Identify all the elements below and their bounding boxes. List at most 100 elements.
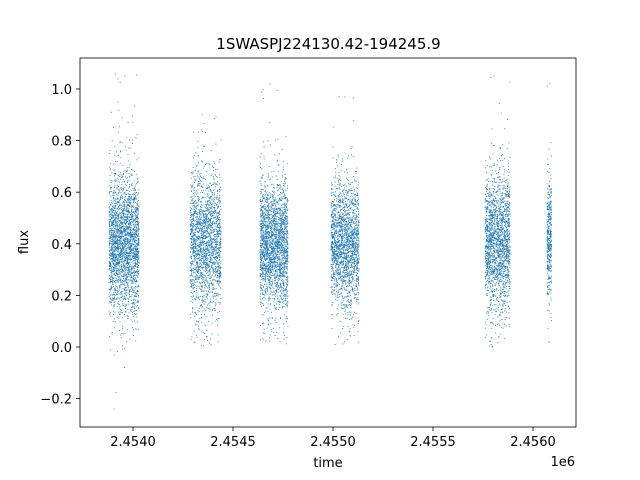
data-point (213, 235, 215, 237)
data-point (199, 213, 200, 215)
data-point (135, 258, 136, 260)
data-point (204, 230, 205, 232)
data-point (204, 303, 206, 305)
data-point (128, 233, 130, 234)
data-point (124, 268, 126, 269)
data-point (131, 196, 133, 197)
data-point (217, 262, 219, 264)
data-point (116, 225, 118, 227)
data-point (129, 251, 131, 253)
data-point (204, 299, 206, 301)
data-point (132, 206, 134, 207)
data-point (136, 198, 138, 200)
data-point (193, 330, 195, 332)
data-point (116, 260, 118, 261)
data-point (190, 223, 192, 225)
data-point (205, 207, 207, 209)
data-point (117, 254, 119, 256)
data-point (203, 264, 205, 265)
data-point (190, 243, 192, 245)
data-point (206, 245, 208, 247)
data-point (111, 212, 113, 214)
data-point (126, 315, 128, 317)
data-point (208, 200, 209, 202)
data-point (199, 281, 201, 283)
data-point (115, 258, 117, 260)
data-point (203, 190, 205, 192)
data-point (208, 291, 210, 293)
data-point (205, 210, 206, 212)
data-point (219, 202, 221, 204)
data-point (217, 255, 219, 257)
data-point (217, 240, 219, 242)
data-point (191, 219, 193, 221)
data-point (191, 237, 193, 239)
data-point (200, 228, 202, 229)
data-point (110, 315, 112, 317)
data-point (132, 228, 134, 230)
data-point (126, 240, 128, 242)
data-point (122, 250, 123, 252)
data-point (116, 186, 118, 188)
data-point (127, 240, 129, 242)
data-point (198, 200, 199, 202)
data-point (194, 251, 196, 253)
data-point (119, 253, 121, 255)
data-point (274, 220, 276, 222)
data-point (116, 274, 118, 275)
data-point (111, 213, 113, 215)
data-point (132, 269, 134, 271)
data-point (116, 211, 118, 213)
data-point (209, 231, 211, 233)
data-point (116, 201, 118, 202)
data-point (128, 166, 130, 168)
data-point (116, 180, 118, 182)
data-point (113, 212, 115, 214)
data-point (123, 181, 125, 183)
data-point (111, 244, 113, 246)
data-point (196, 253, 198, 255)
data-point (204, 196, 206, 198)
data-point (128, 234, 130, 236)
data-point (191, 235, 192, 237)
data-point (205, 267, 206, 269)
data-point (127, 211, 129, 213)
data-point (125, 219, 127, 221)
data-point (135, 210, 137, 212)
data-point (198, 209, 200, 211)
data-point (112, 236, 114, 238)
data-point (123, 201, 125, 203)
data-point (132, 261, 134, 263)
data-point (206, 184, 208, 186)
data-point (281, 198, 283, 200)
data-point (201, 233, 203, 235)
data-point (112, 297, 114, 299)
data-point (131, 216, 133, 218)
data-point (212, 227, 214, 229)
data-point (204, 290, 206, 292)
data-point (125, 216, 127, 218)
data-point (118, 262, 120, 264)
data-point (195, 244, 197, 245)
data-point (196, 240, 198, 241)
data-point (205, 245, 207, 247)
data-point (131, 302, 133, 304)
data-point (195, 324, 197, 326)
data-point (118, 239, 120, 241)
data-point (119, 289, 121, 291)
data-point (112, 299, 114, 301)
data-point (201, 275, 202, 277)
data-point (128, 272, 130, 274)
data-point (202, 238, 203, 240)
data-point (189, 224, 191, 225)
data-point (127, 257, 129, 259)
data-point (131, 280, 133, 282)
data-point (128, 256, 130, 258)
data-point (123, 305, 125, 307)
data-point (200, 250, 202, 252)
data-point (209, 167, 211, 169)
data-point (210, 184, 212, 186)
data-point (131, 249, 132, 250)
data-point (126, 304, 128, 306)
data-point (137, 229, 139, 231)
